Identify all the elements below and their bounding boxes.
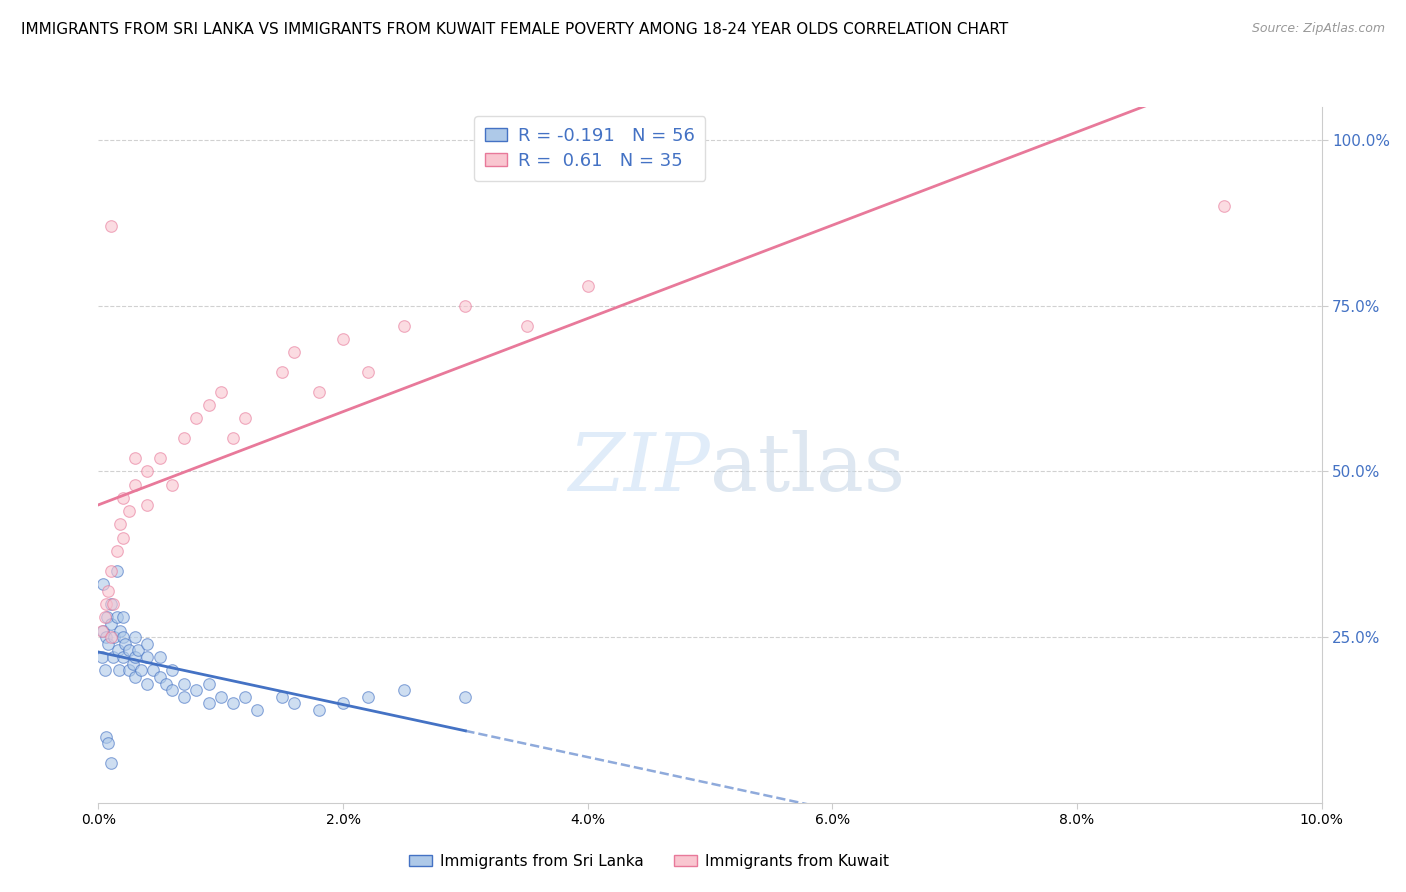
Point: [136, 498, 159, 512]
Point: [110, 624, 132, 638]
Point: [127, 643, 149, 657]
Point: [124, 670, 146, 684]
Point: [91, 650, 114, 665]
Point: [114, 637, 136, 651]
Point: [149, 670, 172, 684]
Point: [91, 577, 114, 591]
Point: [94, 730, 117, 744]
Point: [107, 643, 129, 657]
Point: [136, 465, 159, 479]
Point: [308, 703, 330, 717]
Point: [111, 610, 134, 624]
Text: IMMIGRANTS FROM SRI LANKA VS IMMIGRANTS FROM KUWAIT FEMALE POVERTY AMONG 18-24 Y: IMMIGRANTS FROM SRI LANKA VS IMMIGRANTS …: [21, 22, 1008, 37]
Point: [186, 411, 208, 425]
Point: [100, 630, 122, 644]
Point: [197, 398, 219, 412]
Point: [209, 690, 232, 704]
Point: [160, 477, 183, 491]
Point: [270, 365, 292, 379]
Point: [97, 583, 120, 598]
Point: [173, 690, 195, 704]
Point: [124, 650, 146, 665]
Point: [454, 299, 477, 313]
Point: [173, 676, 195, 690]
Point: [233, 411, 256, 425]
Point: [108, 663, 131, 677]
Point: [124, 477, 146, 491]
Text: Source: ZipAtlas.com: Source: ZipAtlas.com: [1251, 22, 1385, 36]
Point: [356, 690, 378, 704]
Point: [118, 504, 141, 518]
Point: [101, 597, 124, 611]
Point: [94, 630, 117, 644]
Point: [332, 697, 354, 711]
Point: [283, 345, 305, 359]
Point: [283, 697, 305, 711]
Point: [105, 544, 128, 558]
Point: [110, 517, 132, 532]
Point: [91, 624, 114, 638]
Point: [97, 637, 120, 651]
Point: [118, 663, 141, 677]
Point: [100, 756, 122, 770]
Point: [222, 431, 245, 445]
Point: [454, 690, 477, 704]
Point: [308, 384, 330, 399]
Point: [173, 431, 195, 445]
Point: [97, 736, 120, 750]
Point: [136, 676, 159, 690]
Point: [270, 690, 292, 704]
Point: [142, 663, 165, 677]
Point: [100, 597, 122, 611]
Point: [111, 630, 134, 644]
Text: ZIP: ZIP: [568, 430, 710, 508]
Point: [129, 663, 152, 677]
Point: [105, 564, 128, 578]
Point: [121, 657, 143, 671]
Point: [103, 630, 125, 644]
Point: [101, 650, 124, 665]
Text: atlas: atlas: [710, 430, 905, 508]
Point: [118, 643, 141, 657]
Point: [1212, 199, 1234, 213]
Point: [356, 365, 378, 379]
Point: [246, 703, 269, 717]
Point: [149, 451, 172, 466]
Point: [100, 564, 122, 578]
Point: [149, 650, 172, 665]
Point: [576, 279, 599, 293]
Point: [94, 597, 117, 611]
Point: [222, 697, 245, 711]
Legend: Immigrants from Sri Lanka, Immigrants from Kuwait: Immigrants from Sri Lanka, Immigrants fr…: [404, 848, 894, 875]
Point: [392, 318, 416, 333]
Point: [105, 610, 128, 624]
Point: [197, 676, 219, 690]
Point: [100, 616, 122, 631]
Point: [392, 683, 416, 698]
Point: [124, 630, 146, 644]
Point: [160, 683, 183, 698]
Point: [100, 219, 122, 234]
Point: [233, 690, 256, 704]
Point: [186, 683, 208, 698]
Point: [111, 650, 134, 665]
Point: [93, 610, 115, 624]
Point: [197, 697, 219, 711]
Point: [136, 650, 159, 665]
Point: [96, 610, 118, 624]
Point: [124, 451, 146, 466]
Point: [160, 663, 183, 677]
Point: [136, 637, 159, 651]
Point: [91, 624, 114, 638]
Point: [209, 384, 232, 399]
Point: [111, 531, 134, 545]
Point: [111, 491, 134, 505]
Point: [155, 676, 177, 690]
Point: [332, 332, 354, 346]
Point: [516, 318, 538, 333]
Point: [93, 663, 115, 677]
